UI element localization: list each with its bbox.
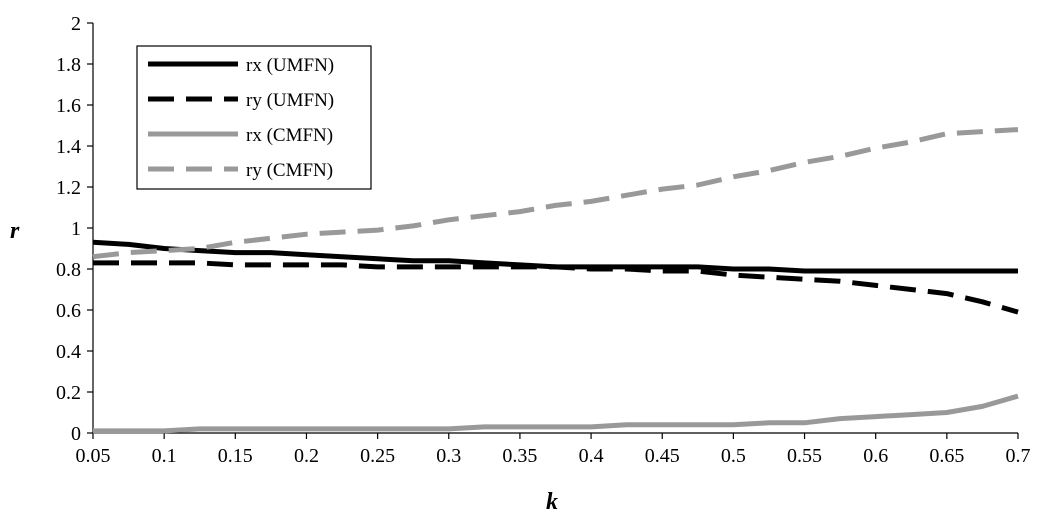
- x-tick-label: 0.35: [502, 445, 537, 467]
- y-axis-title: r: [10, 218, 20, 244]
- legend-label: ry (UMFN): [246, 90, 334, 111]
- y-tick-label: 1.2: [56, 177, 81, 199]
- y-tick-label: 0: [71, 423, 81, 445]
- y-tick-label: 0.6: [56, 300, 81, 322]
- x-tick-label: 0.15: [218, 445, 253, 467]
- x-tick-label: 0.7: [1006, 445, 1031, 467]
- x-tick-labels: 0.05 0.1 0.15 0.2 0.25 0.3 0.35 0.4 0.45 0.5 0.55 0…: [76, 445, 1031, 467]
- x-tick-label: 0.1: [152, 445, 177, 467]
- legend-box: [136, 45, 372, 190]
- legend-label: rx (CMFN): [246, 125, 333, 146]
- axes: [87, 22, 1019, 439]
- legend-label: ry (CMFN): [246, 160, 333, 181]
- y-tick-label: 1.4: [56, 136, 81, 158]
- x-tick-label: 0.2: [294, 445, 319, 467]
- series-line-ry-cmfn: [92, 127, 1019, 260]
- series-lines: [92, 127, 1019, 434]
- x-tick-label: 0.55: [787, 445, 822, 467]
- series-line-ry-umfn: [93, 260, 1019, 315]
- y-tick-label: 0.4: [56, 341, 81, 363]
- y-tick-label: 2: [71, 13, 81, 35]
- x-tick-label: 0.3: [436, 445, 461, 467]
- y-tick-label: 0.2: [56, 382, 81, 404]
- y-tick-label: 1.6: [56, 95, 81, 117]
- y-tick-label: 0.8: [56, 259, 81, 281]
- x-tick-label: 0.65: [929, 445, 964, 467]
- series-line-rx-cmfn: [93, 393, 1019, 434]
- y-tick-label: 1: [71, 218, 81, 240]
- y-tick-labels: 0 0.2 0.4 0.6 0.8 1 1.2 1.4 1.6 1.8 2: [56, 13, 81, 445]
- x-tick-label: 0.4: [579, 445, 604, 467]
- legend: rx (UMFN) ry (UMFN) rx (CMFN) ry (CMFN): [136, 45, 372, 190]
- legend-label: rx (UMFN): [246, 55, 334, 76]
- x-axis-title: k: [546, 489, 558, 515]
- x-tick-label: 0.05: [76, 445, 111, 467]
- x-tick-label: 0.5: [721, 445, 746, 467]
- x-tick-label: 0.6: [863, 445, 888, 467]
- x-tick-label: 0.25: [360, 445, 395, 467]
- y-tick-label: 1.8: [56, 54, 81, 76]
- x-tick-label: 0.45: [645, 445, 680, 467]
